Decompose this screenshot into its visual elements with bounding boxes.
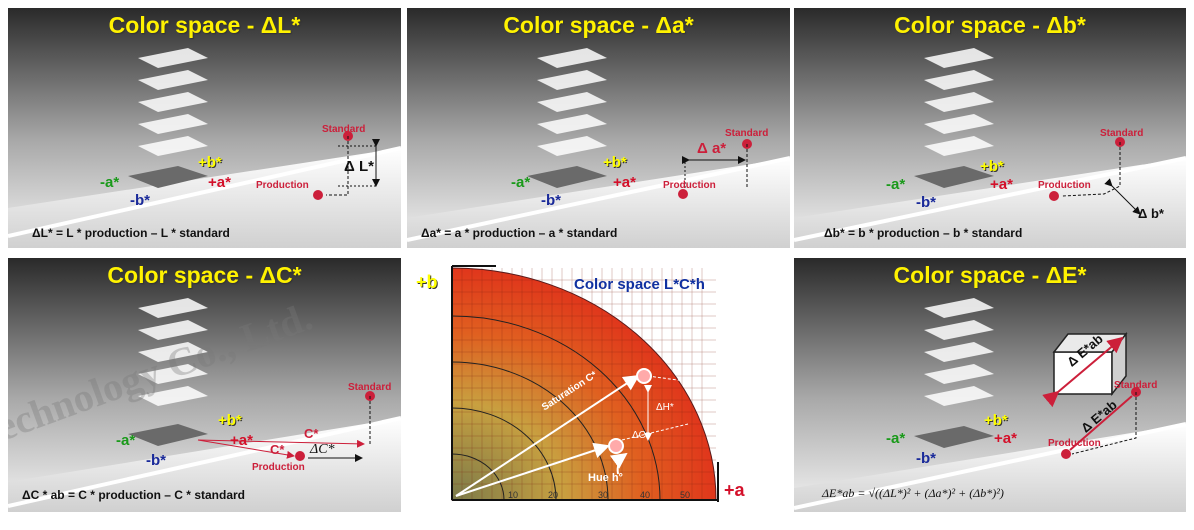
panel-delta-c-graphic [8,258,401,512]
panel-delta-b-graphic [794,8,1186,248]
production-label: Production [663,180,716,191]
axis-plus-b: +b* [980,158,1004,175]
panel-delta-l-title: Color space - ΔL* [108,12,301,38]
axis-plus-a: +a* [230,432,253,449]
axis-minus-b: -b* [146,452,166,469]
c-production-label: C* [270,442,285,457]
axis-minus-a: -a* [886,176,906,193]
panel-delta-e-title: Color space - ΔE* [893,262,1087,288]
panel-delta-e-graphic [794,258,1186,512]
formula: Δa* = a * production – a * standard [421,226,618,240]
production-label: Production [1048,438,1101,449]
axis-minus-b: -b* [916,194,936,211]
axis-plus-b-label: +b [416,272,438,292]
panel-delta-c-title: Color space - ΔC* [107,262,302,288]
panel-lch: Color space L*C*h +b +a Saturation C* Hu… [412,264,792,520]
axis-plus-a: +a* [990,176,1013,193]
axis-minus-b: -b* [130,192,150,209]
formula: ΔL* = L * production – L * standard [32,226,230,240]
panel-delta-l-graphic [8,8,401,248]
production-label: Production [256,180,309,191]
axis-plus-b: +b* [218,412,242,429]
standard-label: Standard [348,382,392,393]
standard-label: Standard [1100,128,1144,139]
standard-label: Standard [725,128,769,139]
panel-delta-a-graphic [407,8,790,248]
tick-30: 30 [598,490,609,500]
delta-b-label: Δ b* [1138,206,1164,221]
panel-delta-e: Color space - ΔE* Standard Production Δ … [794,258,1186,512]
delta-c-label: ΔC* [632,430,650,441]
axis-plus-b: +b* [984,412,1008,429]
axis-plus-a: +a* [208,174,231,191]
axis-minus-a: -a* [100,174,120,191]
panel-lch-graphic [451,265,719,502]
c-standard-label: C* [304,426,319,441]
delta-c-label: ΔC* [310,442,335,457]
axis-plus-a: +a* [994,430,1017,447]
standard-label: Standard [322,124,366,135]
formula: ΔC * ab = C * production – C * standard [22,488,245,502]
axis-plus-a-label: +a [724,480,745,500]
axis-minus-b: -b* [916,450,936,467]
axis-minus-b: -b* [541,192,561,209]
panel-delta-b: Color space - Δb* Standard Production Δ … [794,8,1186,248]
tick-10: 10 [508,490,519,500]
delta-h-label: ΔH* [656,402,674,413]
panel-delta-b-title: Color space - Δb* [894,12,1086,38]
panel-delta-c: Color space - ΔC* Standard Production C*… [8,258,401,512]
axis-plus-a: +a* [613,174,636,191]
axis-minus-a: -a* [886,430,906,447]
axis-plus-b: +b* [603,154,627,171]
production-label: Production [1038,180,1091,191]
axis-plus-b: +b* [198,154,222,171]
panel-delta-a: Color space - Δa* Standard Production Δ … [407,8,790,248]
standard-label: Standard [1114,380,1158,391]
axis-minus-a: -a* [511,174,531,191]
production-label: Production [252,462,305,473]
tick-20: 20 [548,490,559,500]
panel-delta-l: Color space - ΔL* Standard Production Δ … [8,8,401,248]
hue-label: Hue h° [588,472,623,484]
formula: Δb* = b * production – b * standard [824,226,1023,240]
panel-delta-a-title: Color space - Δa* [503,12,694,38]
delta-l-label: Δ L* [344,158,374,175]
tick-40: 40 [640,490,651,500]
delta-a-label: Δ a* [697,140,727,157]
axis-minus-a: -a* [116,432,136,449]
tick-50: 50 [680,490,691,500]
formula: ΔE*ab = √((ΔL*)² + (Δa*)² + (Δb*)²) [822,486,1004,500]
lch-title: Color space L*C*h [574,276,705,293]
